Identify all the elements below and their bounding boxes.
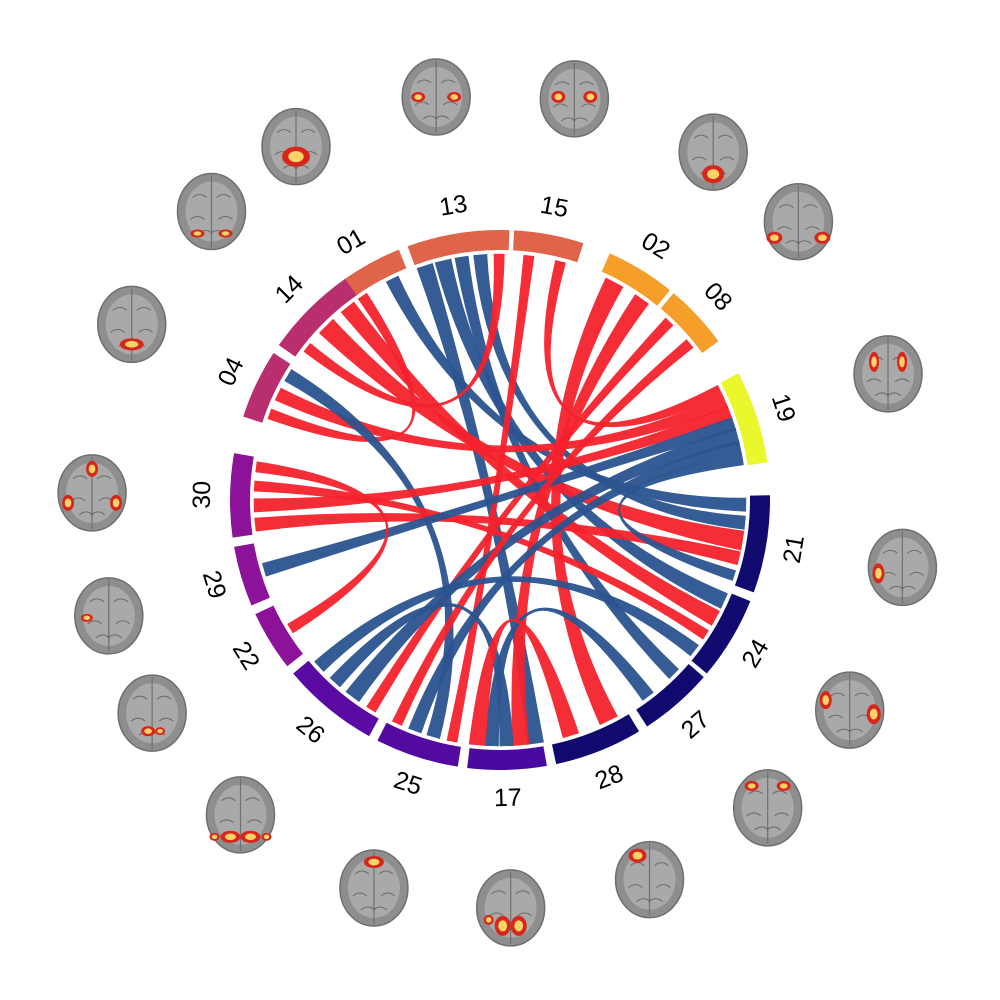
brain-map-icon-14 — [176, 172, 247, 251]
segment-arc-08 — [660, 293, 719, 354]
segment-label-19: 19 — [766, 390, 801, 425]
segment-label-22: 22 — [227, 637, 265, 675]
brain-map-icon-19 — [853, 335, 923, 413]
segment-label-15: 15 — [538, 191, 570, 224]
segment-label-02: 02 — [637, 227, 675, 265]
segment-arc-26 — [293, 660, 379, 737]
link-13-17 — [416, 263, 544, 745]
segment-label-04: 04 — [212, 353, 249, 390]
link-22-30 — [255, 461, 389, 634]
segment-label-28: 28 — [591, 759, 627, 795]
segment-label-29: 29 — [197, 567, 232, 602]
link-08-26 — [366, 317, 674, 713]
brain-map-icon-26 — [205, 776, 276, 854]
brains-layer — [57, 58, 938, 947]
segment-label-24: 24 — [736, 634, 774, 672]
segment-label-25: 25 — [390, 766, 425, 801]
brain-map-icon-04 — [96, 285, 167, 364]
segment-arc-30 — [230, 453, 254, 538]
link-26-24 — [314, 576, 699, 672]
segment-arc-17 — [467, 746, 547, 770]
link-13-14 — [303, 253, 505, 408]
brain-map-icon-24 — [814, 671, 885, 749]
link-04-19 — [274, 387, 729, 453]
link-21-19 — [618, 454, 744, 581]
segment-label-14: 14 — [270, 269, 310, 309]
links-layer — [253, 253, 747, 747]
segment-arc-14 — [278, 278, 357, 357]
segment-label-27: 27 — [676, 705, 715, 744]
brain-map-icon-08 — [763, 182, 834, 261]
segment-arc-13 — [407, 230, 510, 266]
segment-arc-25 — [377, 722, 461, 767]
brain-map-icon-15 — [539, 60, 610, 138]
brain-map-icon-21 — [867, 528, 938, 607]
segment-label-01: 01 — [332, 223, 370, 261]
brain-map-icon-17 — [475, 869, 546, 947]
segment-arc-02 — [601, 253, 670, 306]
link-14-24 — [340, 301, 720, 626]
brain-map-icon-28 — [614, 840, 685, 919]
segment-label-08: 08 — [698, 277, 737, 316]
brain-map-icon-13 — [401, 58, 471, 136]
link-15-25 — [446, 254, 535, 743]
link-13-27 — [454, 255, 680, 680]
brain-map-icon-01 — [261, 107, 331, 186]
link-25-19 — [408, 440, 743, 734]
segment-label-21: 21 — [778, 533, 810, 565]
segment-label-13: 13 — [437, 190, 469, 222]
link-30-19 — [253, 405, 733, 513]
segment-arc-21 — [734, 495, 770, 593]
segment-arc-22 — [255, 605, 303, 667]
link-15-19 — [544, 259, 723, 428]
segment-label-30: 30 — [188, 481, 216, 509]
segment-arc-19 — [720, 373, 768, 466]
link-04-25 — [284, 369, 454, 739]
segment-label-26: 26 — [291, 710, 330, 749]
brain-map-icon-02 — [678, 113, 748, 191]
brain-map-icon-25 — [339, 849, 409, 927]
brain-map-icon-30 — [57, 454, 127, 532]
segment-arc-04 — [243, 352, 291, 423]
brain-map-icon-27 — [732, 769, 803, 847]
link-17-28 — [468, 618, 580, 746]
segment-arc-24 — [691, 593, 751, 674]
segments-layer — [230, 230, 770, 770]
segment-arc-27 — [636, 664, 704, 727]
segment-label-17: 17 — [494, 784, 523, 813]
brain-map-icon-22 — [117, 674, 187, 752]
segment-arc-15 — [513, 230, 584, 263]
link-29-19 — [261, 417, 737, 577]
link-30-24 — [253, 480, 709, 640]
segment-arc-28 — [551, 714, 640, 765]
segment-arc-29 — [234, 543, 270, 606]
brain-map-icon-29 — [74, 577, 144, 655]
link-17-26 — [329, 603, 514, 747]
link-17-27 — [484, 607, 654, 747]
